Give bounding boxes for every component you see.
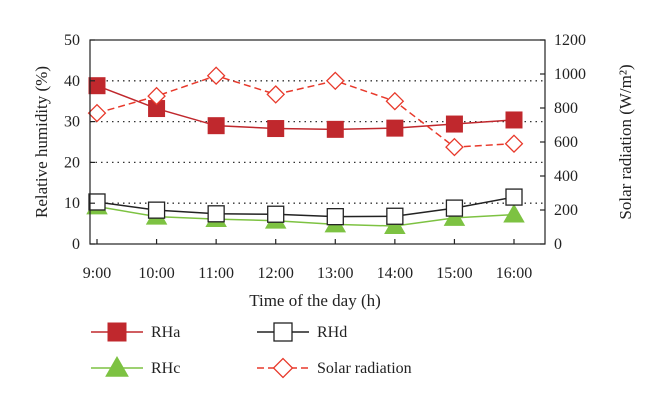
y2-tick-label: 0 <box>554 236 562 253</box>
legend-marker-rhd <box>273 322 293 342</box>
data-point-rhd <box>147 201 166 219</box>
legend-label-rhc: RHc <box>151 360 180 377</box>
tick-labels: 0 10 20 30 40 50 0 200 400 600 800 1000 1200 9:00 10:0… <box>64 32 586 282</box>
data-point-solar-radiation <box>325 71 345 91</box>
x-tick-label: 15:00 <box>436 265 472 282</box>
data-point-rhd <box>267 205 285 223</box>
series-line-solar-radiation <box>96 74 515 148</box>
legend-item-rha: RHa <box>91 322 180 342</box>
y2-tick-label: 400 <box>554 168 578 185</box>
x-tick-label: 16:00 <box>496 265 532 282</box>
y2-tick-label: 600 <box>554 134 578 151</box>
y2-tick-label: 200 <box>554 202 578 219</box>
y-axis-title: Relative humidity (%) <box>32 66 51 218</box>
y2-tick-label: 1000 <box>554 66 586 83</box>
legend-item-solar-radiation: Solar radiation <box>257 357 412 379</box>
legend-label-rhd: RHd <box>317 324 347 341</box>
data-point-solar-radiation <box>266 85 286 104</box>
data-point-solar-radiation <box>385 91 405 111</box>
data-point-solar-radiation <box>445 137 464 157</box>
legend-label-rha: RHa <box>151 324 180 341</box>
legend-marker-rhc <box>105 355 129 377</box>
data-point-rhd <box>207 205 225 223</box>
legend-label-solar-radiation: Solar radiation <box>317 360 412 377</box>
series-line-rhc <box>96 205 515 227</box>
series-line-rhd <box>96 196 515 218</box>
y-tick-label: 50 <box>64 32 80 49</box>
y-tick-label: 40 <box>64 73 80 90</box>
x-tick-label: 12:00 <box>257 265 293 282</box>
y-tick-label: 30 <box>64 114 80 131</box>
data-point-rha <box>207 117 225 135</box>
data-point-rhd <box>326 208 344 226</box>
data-point-rha <box>267 120 285 138</box>
x-tick-label: 13:00 <box>317 265 353 282</box>
data-point-solar-radiation <box>87 103 107 123</box>
x-tick-label: 14:00 <box>377 265 413 282</box>
data-point-rhc <box>503 203 525 223</box>
y-tick-label: 20 <box>64 154 80 171</box>
data-point-rha <box>505 111 523 129</box>
data-point-solar-radiation <box>504 134 524 154</box>
x-tick-label: 11:00 <box>198 265 234 282</box>
data-point-rhd <box>445 199 464 217</box>
y2-tick-label: 800 <box>554 100 578 117</box>
data-point-rhd <box>88 193 106 211</box>
legend-marker-rha <box>107 322 127 342</box>
x-tick-label: 10:00 <box>138 265 174 282</box>
y-tick-label: 0 <box>72 236 80 253</box>
data-point-rhd <box>505 188 523 206</box>
data-point-rha <box>386 119 404 137</box>
x-tick-label: 9:00 <box>83 265 111 282</box>
legend: RHa RHc RHd Solar radiation <box>91 322 412 379</box>
data-point-rhd <box>386 207 404 225</box>
y-tick-label: 10 <box>64 195 80 212</box>
legend-marker-solar-radiation <box>272 357 294 379</box>
y2-axis-title: Solar radiation (W/m²) <box>616 64 635 219</box>
data-point-rha <box>88 77 106 95</box>
series-line-rha <box>96 84 515 131</box>
data-point-solar-radiation <box>147 86 166 106</box>
series-layer <box>86 66 525 234</box>
legend-item-rhd: RHd <box>257 322 347 342</box>
data-point-solar-radiation <box>206 66 226 86</box>
axes <box>89 39 546 245</box>
x-axis-title: Time of the day (h) <box>249 291 381 310</box>
y2-tick-label: 1200 <box>554 32 586 49</box>
data-point-rha <box>445 115 463 133</box>
data-point-rha <box>326 120 344 138</box>
legend-item-rhc: RHc <box>91 355 180 377</box>
